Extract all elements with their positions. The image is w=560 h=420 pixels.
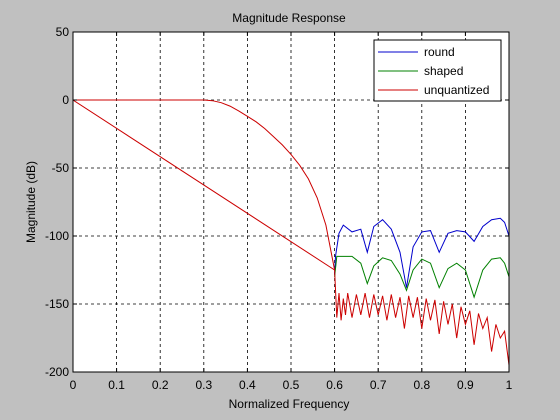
- series-line-unquantized: [73, 99, 509, 366]
- x-tick-label: 0.6: [326, 378, 343, 392]
- legend-label-shaped: shaped: [424, 64, 463, 78]
- series-line-shaped: [334, 255, 509, 332]
- x-tick-label: 0.2: [152, 378, 169, 392]
- y-tick-label: -150: [45, 297, 69, 311]
- y-axis-label: Magnitude (dB): [24, 161, 38, 243]
- legend-label-round: round: [424, 45, 455, 59]
- legend: round shaped unquantized: [373, 39, 502, 102]
- series-layer: [73, 99, 509, 366]
- x-tick-label: 0: [70, 378, 77, 392]
- x-tick-label: 1: [506, 378, 513, 392]
- y-tick-label: 50: [56, 25, 70, 39]
- x-axis: 0 0.1 0.2 0.3 0.4 0.5 0.6 0.7 0.8 0.9 1: [70, 32, 513, 392]
- x-tick-label: 0.9: [457, 378, 474, 392]
- x-axis-label: Normalized Frequency: [229, 397, 350, 411]
- x-tick-label: 0.5: [283, 378, 300, 392]
- legend-label-unquantized: unquantized: [424, 83, 489, 97]
- x-tick-label: 0.4: [239, 378, 256, 392]
- series-line-round: [334, 217, 509, 288]
- y-tick-label: -100: [45, 229, 69, 243]
- x-tick-label: 0.8: [413, 378, 430, 392]
- passband-line: [73, 99, 336, 271]
- x-tick-label: 0.1: [108, 378, 125, 392]
- x-tick-label: 0.3: [195, 378, 212, 392]
- chart-title: Magnitude Response: [232, 11, 346, 25]
- y-axis: 50 0 -50 -100 -150 -200: [45, 25, 509, 379]
- y-tick-label: -50: [52, 161, 70, 175]
- y-tick-label: -200: [45, 365, 69, 379]
- y-tick-label: 0: [62, 93, 69, 107]
- x-tick-label: 0.7: [370, 378, 387, 392]
